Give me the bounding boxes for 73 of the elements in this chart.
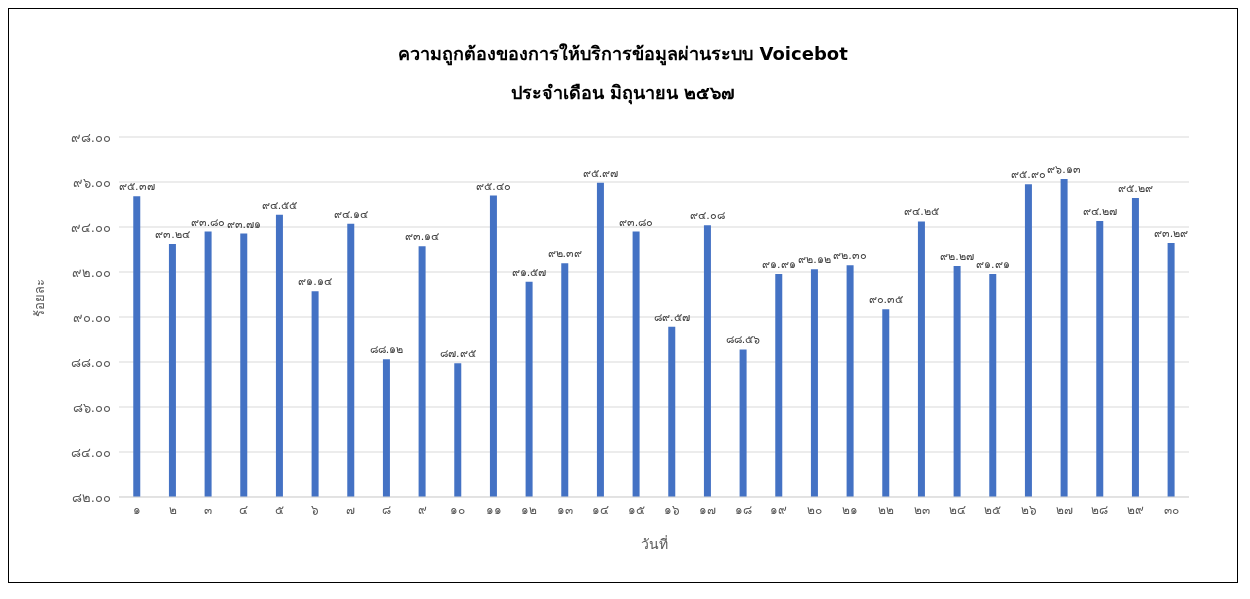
data-label: ๙๑.๑๔	[298, 275, 332, 289]
data-label: ๙๔.๒๗	[1082, 204, 1118, 218]
data-label: ๙๔.๐๘	[690, 209, 725, 223]
x-tick-label: ๒	[168, 502, 177, 517]
x-tick-label: ๑๘	[734, 502, 752, 517]
x-axis-title: วันที่	[640, 535, 668, 552]
x-tick-label: ๒๙	[1127, 502, 1144, 517]
x-tick-label: ๑๔	[592, 502, 609, 517]
y-axis-title: ร้อยละ	[31, 279, 47, 317]
data-label: ๙๔.๒๕	[904, 205, 939, 219]
data-label: ๙๒.๒๗	[940, 249, 974, 263]
data-label: ๙๔.๕๕	[261, 198, 298, 212]
data-label: ๙๑.๙๑	[976, 258, 1010, 272]
y-tick-label: ๙๒.๐๐	[71, 264, 111, 280]
x-tick-label: ๑๗	[699, 502, 716, 517]
y-tick-label: ๘๖.๐๐	[72, 399, 111, 415]
x-tick-label: ๙	[417, 502, 427, 517]
x-tick-label: ๒๓	[913, 502, 930, 517]
x-tick-label: ๑๖	[663, 502, 680, 517]
x-tick-label: ๑๒	[521, 502, 538, 517]
x-tick-label: ๒๕	[984, 502, 1002, 517]
x-tick-label: ๔	[239, 502, 249, 517]
x-tick-label: ๓๐	[1163, 502, 1179, 517]
data-label: ๙๕.๙๗	[582, 166, 619, 180]
y-tick-label: ๙๐.๐๐	[72, 309, 111, 325]
chart-subtitle: ประจำเดือน มิถุนายน ๒๕๖๗	[509, 81, 737, 107]
data-label: ๙๓.๗๑	[226, 217, 262, 231]
y-tick-label: ๙๔.๐๐	[70, 219, 111, 235]
data-label: ๙๑.๕๗	[511, 265, 547, 279]
data-label: ๙๒.๓๐	[833, 249, 867, 263]
data-label: ๙๕.๓๗	[119, 180, 155, 194]
data-label: ๙๓.๒๔	[155, 228, 190, 242]
data-label: ๙๓.๑๔	[404, 230, 440, 244]
data-label: ๘๙.๕๗	[654, 310, 690, 324]
y-tick-label: ๘๒.๐๐	[71, 489, 111, 505]
x-tick-label: ๕	[275, 502, 284, 517]
data-label: ๘๘.๕๖	[725, 333, 761, 347]
data-label: ๙๕.๙๐	[1011, 168, 1046, 182]
data-label: ๘๗.๙๕	[440, 347, 476, 361]
x-tick-label: ๒๔	[948, 502, 966, 517]
data-label: ๙๔.๑๔	[333, 207, 369, 221]
data-label: ๙๕.๒๙	[1118, 181, 1153, 195]
x-tick-label: ๑๐	[450, 502, 466, 517]
data-label: ๙๖.๑๓	[1047, 163, 1081, 177]
y-tick-label: ๘๔.๐๐	[70, 444, 111, 460]
data-label: ๙๑.๙๑	[762, 258, 796, 272]
data-label: ๙๒.๑๒	[798, 253, 831, 267]
data-label: ๙๐.๓๕	[868, 293, 904, 307]
x-tick-label: ๒๒	[877, 502, 894, 517]
x-tick-label: ๗	[346, 502, 356, 517]
y-tick-label: ๙๘.๐๐	[70, 129, 111, 145]
x-tick-label: ๒๘	[1091, 502, 1109, 517]
data-label: ๙๓.๒๙	[1153, 226, 1189, 240]
x-tick-label: ๘	[382, 502, 391, 517]
x-tick-label: ๑๓	[556, 502, 573, 517]
chart-title: ความถูกต้องของการให้บริการข้อมูลผ่านระบบ Voicebot	[397, 42, 849, 68]
data-label: ๙๓.๘๐	[190, 215, 226, 229]
x-tick-label: ๑๙	[770, 502, 788, 517]
x-tick-label: ๖	[311, 502, 320, 517]
y-tick-label: ๙๖.๐๐	[72, 174, 111, 190]
data-label: ๙๓.๘๐	[618, 215, 654, 229]
x-tick-label: ๓	[204, 502, 213, 517]
data-label: ๙๒.๓๙	[547, 247, 583, 261]
y-tick-label: ๘๘.๐๐	[70, 354, 111, 370]
x-tick-label: ๑	[132, 502, 141, 517]
x-tick-label: ๒๖	[1020, 502, 1037, 517]
x-tick-label: ๒๑	[842, 502, 859, 517]
data-label: ๘๘.๑๒	[369, 343, 404, 357]
x-tick-label: ๑๑	[485, 502, 502, 517]
data-label: ๙๕.๔๐	[476, 179, 511, 193]
x-tick-label: ๑๕	[627, 502, 645, 517]
x-tick-label: ๒๐	[807, 502, 822, 517]
x-tick-label: ๒๗	[1055, 502, 1073, 517]
